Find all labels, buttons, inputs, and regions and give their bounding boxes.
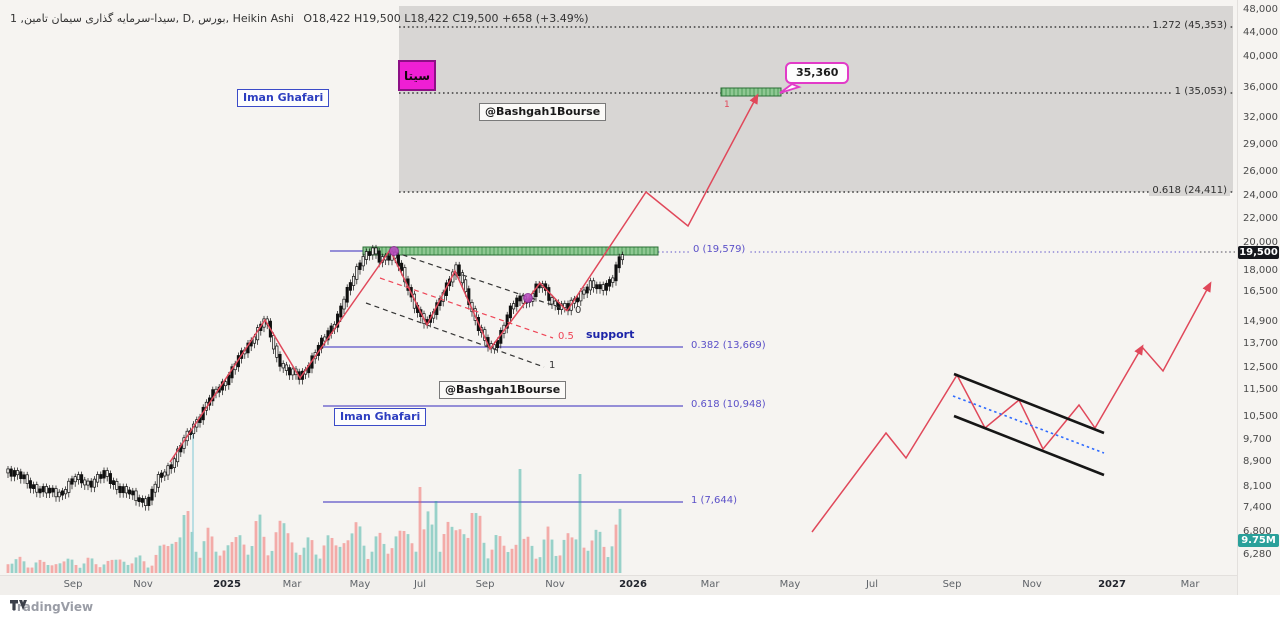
fib-label[interactable]: 0.382 (13,669) bbox=[688, 340, 769, 351]
fib-label[interactable]: 1 bbox=[549, 360, 556, 371]
volume-badge: 9.75M bbox=[1238, 534, 1279, 547]
wave-one-label: 1 bbox=[724, 100, 730, 110]
chart-style-label[interactable]: Heikin Ashi bbox=[232, 12, 294, 25]
price-tick: 18,000 bbox=[1243, 265, 1278, 276]
price-tick: 10,500 bbox=[1243, 411, 1278, 422]
price-tick: 11,500 bbox=[1243, 384, 1278, 395]
fib-label[interactable]: 0.5 bbox=[558, 331, 574, 342]
fib-label[interactable]: 0 (19,579) bbox=[690, 244, 749, 255]
time-tick: Nov bbox=[1022, 579, 1042, 590]
time-tick: Mar bbox=[282, 579, 302, 590]
tradingview-logo-icon bbox=[10, 600, 27, 610]
price-tick: 22,000 bbox=[1243, 213, 1278, 224]
time-tick: Sep bbox=[942, 579, 962, 590]
symbol-legend[interactable]: سیدا-سرمایه گذاری سیمان تامین, 1, D, بور… bbox=[10, 12, 589, 25]
time-tick: 2026 bbox=[619, 579, 647, 590]
price-tick: 7,400 bbox=[1243, 502, 1272, 513]
time-tick: Jul bbox=[413, 579, 427, 590]
price-tick: 16,500 bbox=[1243, 286, 1278, 297]
time-tick: May bbox=[779, 579, 801, 590]
time-tick: Nov bbox=[545, 579, 565, 590]
bashgah-label-bottom[interactable]: @Bashgah1Bourse bbox=[439, 381, 567, 399]
last-price-badge: 19,500 bbox=[1238, 246, 1279, 259]
target-price-callout[interactable]: 35,360 bbox=[785, 62, 850, 84]
time-tick: Mar bbox=[1180, 579, 1200, 590]
price-tick: 48,000 bbox=[1243, 4, 1278, 15]
price-axis[interactable]: 48,000 44,000 40,000 36,000 32,000 29,000 26,0… bbox=[1237, 0, 1280, 595]
sita-flag-label[interactable]: سیتا bbox=[398, 60, 436, 91]
target-price-value: 35,360 bbox=[796, 66, 839, 79]
price-tick: 13,700 bbox=[1243, 338, 1278, 349]
fib-label[interactable]: 0 bbox=[575, 305, 582, 316]
time-tick: Mar bbox=[700, 579, 720, 590]
price-tick: 14,900 bbox=[1243, 316, 1278, 327]
time-axis[interactable]: Sep Nov 2025 Mar May Jul Sep Nov 2026 Mar May Jul Se… bbox=[0, 575, 1280, 596]
ohlc-values: O18,422 H19,500 L18,422 C19,500 +658 (+3… bbox=[303, 12, 589, 25]
price-tick: 44,000 bbox=[1243, 27, 1278, 38]
time-tick: Sep bbox=[63, 579, 83, 590]
price-tick: 6,800 bbox=[1243, 526, 1272, 537]
price-tick: 8,900 bbox=[1243, 456, 1272, 467]
time-tick: Jul bbox=[865, 579, 879, 590]
price-tick: 29,000 bbox=[1243, 139, 1278, 150]
chart-canvas[interactable] bbox=[0, 0, 1280, 595]
iman-ghafari-label-top[interactable]: Iman Ghafari bbox=[237, 89, 330, 107]
price-tick: 32,000 bbox=[1243, 112, 1278, 123]
price-tick: 24,000 bbox=[1243, 190, 1278, 201]
price-tick: 8,100 bbox=[1243, 481, 1272, 492]
support-text[interactable]: support bbox=[586, 328, 635, 341]
time-tick: Nov bbox=[133, 579, 153, 590]
tradingview-logo-text: TradingView bbox=[10, 600, 94, 614]
symbol-title[interactable]: سیدا-سرمایه گذاری سیمان تامین, 1, D, بور… bbox=[10, 12, 230, 25]
fib-label[interactable]: 0.618 (10,948) bbox=[688, 399, 769, 410]
fib-label[interactable]: 1 (7,644) bbox=[688, 495, 740, 506]
iman-ghafari-label-bottom[interactable]: Iman Ghafari bbox=[334, 408, 427, 426]
bashgah-label-top[interactable]: @Bashgah1Bourse bbox=[479, 103, 607, 121]
tradingview-logo[interactable]: TradingView bbox=[10, 600, 93, 614]
price-tick: 36,000 bbox=[1243, 82, 1278, 93]
price-tick: 9,700 bbox=[1243, 434, 1272, 445]
price-tick: 6,280 bbox=[1243, 549, 1272, 560]
bottom-strip bbox=[0, 595, 1280, 619]
fib-extension-label[interactable]: 1.272 (45,353) bbox=[1149, 20, 1230, 31]
time-tick: 2027 bbox=[1098, 579, 1126, 590]
price-tick: 20,000 bbox=[1243, 237, 1278, 248]
time-tick: May bbox=[349, 579, 371, 590]
time-tick: 2025 bbox=[213, 579, 241, 590]
time-tick: Sep bbox=[475, 579, 495, 590]
fib-extension-label[interactable]: 0.618 (24,411) bbox=[1149, 185, 1230, 196]
price-tick: 12,500 bbox=[1243, 362, 1278, 373]
fib-extension-label[interactable]: 1 (35,053) bbox=[1171, 86, 1230, 97]
price-tick: 26,000 bbox=[1243, 166, 1278, 177]
price-tick: 40,000 bbox=[1243, 51, 1278, 62]
